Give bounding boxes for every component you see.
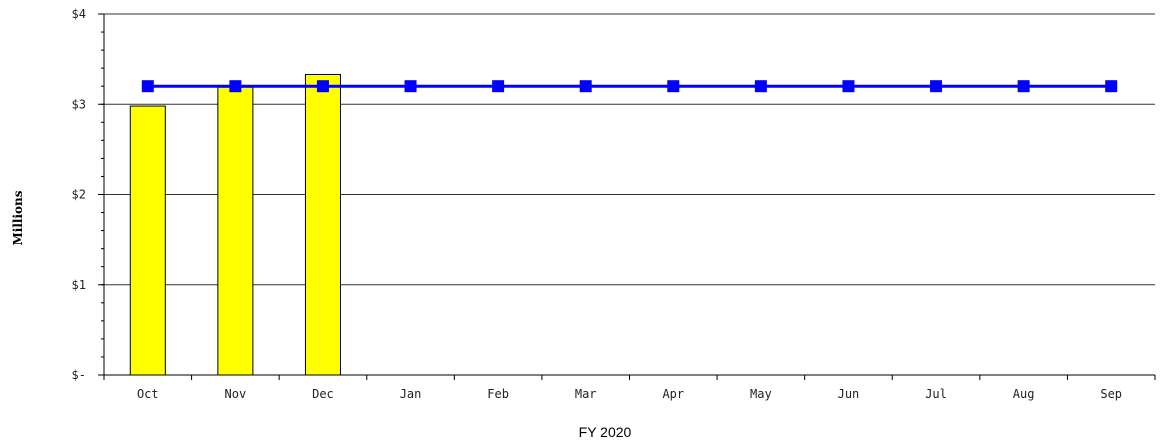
x-tick-label: Mar [575,387,597,401]
axis-layer [98,13,1156,380]
y-tick-label: $2 [72,188,86,202]
x-tick-label: May [750,387,772,401]
line-marker [1017,80,1030,93]
line-layer [141,80,1118,93]
line-marker [754,80,767,93]
x-axis-title: FY 2020 [579,424,632,440]
bar [304,73,341,376]
x-tick-label: Aug [1013,387,1035,401]
line-marker [1105,80,1118,93]
x-tick-label: Jun [838,387,860,401]
bar [129,105,166,376]
x-tick-label: Sep [1100,387,1122,401]
bar-layer [129,73,341,376]
line-marker [141,80,154,93]
line-marker [667,80,680,93]
y-tick-label: $- [72,368,86,382]
line-marker [316,80,329,93]
x-tick-label: Oct [137,387,159,401]
line-marker [229,80,242,93]
line-marker [492,80,505,93]
label-layer: $- $1 $2 $3 $4 Oct Nov Dec Jan Feb Mar Apr May Jun Jul… [72,7,1123,401]
x-tick-label: Feb [487,387,509,401]
y-tick-label: $4 [72,7,86,21]
y-tick-label: $3 [72,97,86,111]
y-axis-title: Millions [11,190,25,245]
x-tick-label: Jul [925,387,947,401]
line-marker [930,80,943,93]
line-marker [842,80,855,93]
x-tick-label: Dec [312,387,334,401]
x-tick-label: Nov [225,387,247,401]
x-tick-label: Jan [400,387,422,401]
grid-layer [104,13,1155,286]
bar [217,86,254,376]
x-tick-label: Apr [662,387,684,401]
line-marker [404,80,417,93]
y-tick-label: $1 [72,278,86,292]
line-marker [579,80,592,93]
